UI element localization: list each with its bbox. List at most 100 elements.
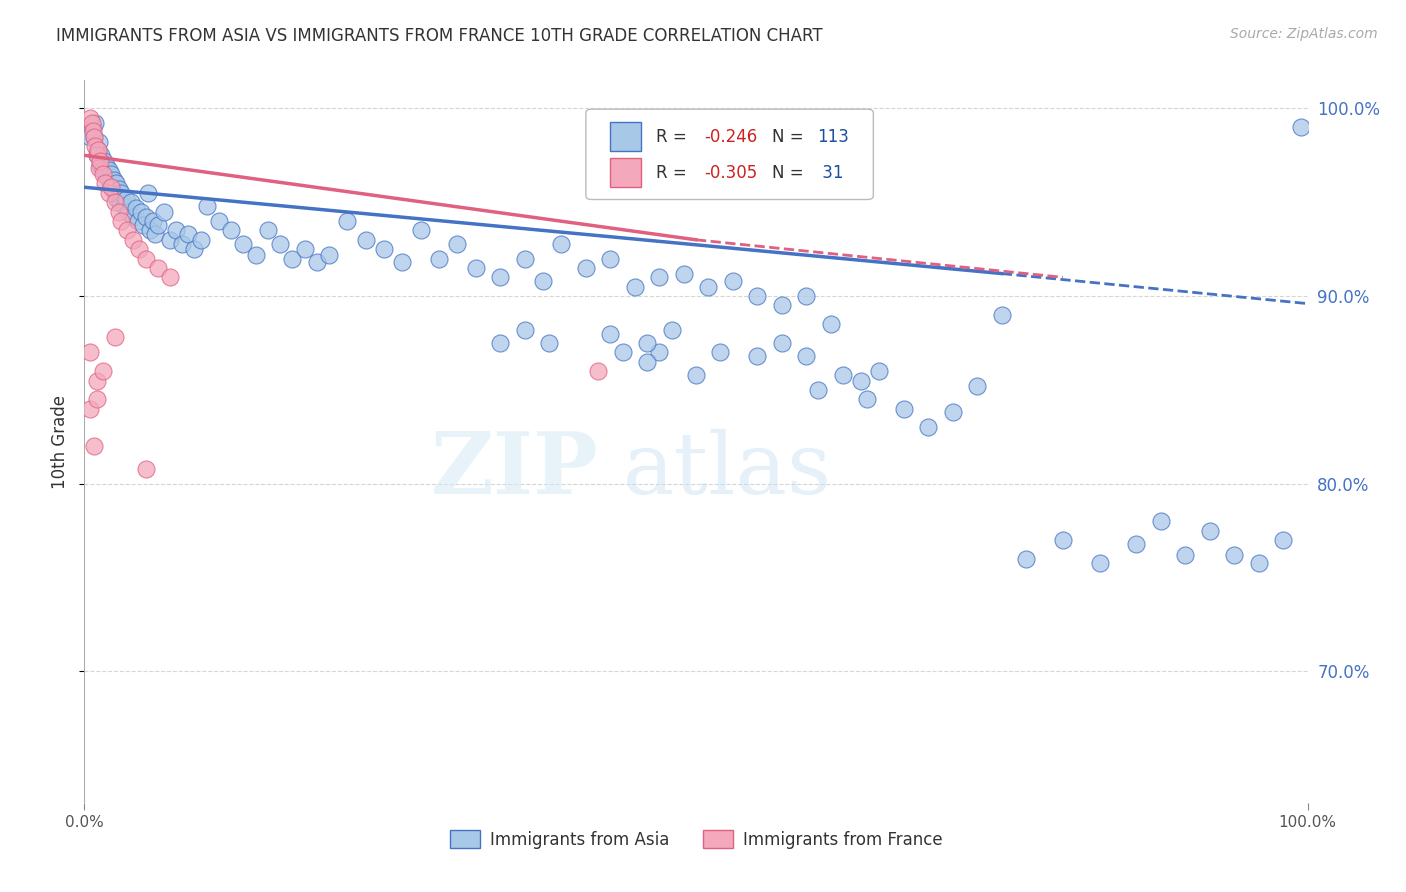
Point (305, 255, 328, 269)
Text: 113: 113 (817, 128, 849, 145)
Point (165, 223, 187, 237)
Point (1272, 533, 1295, 547)
Point (79, 401, 101, 416)
Point (856, 392, 879, 407)
Point (94, 167, 117, 181)
Point (849, 374, 872, 388)
Point (586, 364, 609, 378)
Bar (610, 158, 641, 187)
Point (82, 120, 104, 135)
Point (172, 236, 194, 251)
Legend: Immigrants from Asia, Immigrants from France: Immigrants from Asia, Immigrants from Fr… (450, 830, 942, 848)
Point (354, 233, 377, 247)
Point (869, 364, 891, 378)
Point (1291, 120, 1313, 135)
Point (1223, 548, 1246, 562)
Point (86, 374, 108, 388)
Point (136, 186, 159, 200)
Point (142, 214, 165, 228)
Point (183, 242, 205, 256)
Point (1150, 514, 1173, 528)
Point (135, 211, 157, 225)
Point (105, 177, 128, 191)
Point (489, 270, 512, 285)
Point (128, 242, 150, 256)
Point (112, 199, 135, 213)
Point (87, 143, 110, 157)
Point (991, 308, 1014, 322)
Point (125, 201, 148, 215)
FancyBboxPatch shape (586, 109, 873, 200)
Point (1247, 556, 1270, 570)
Point (1088, 556, 1111, 570)
Text: N =: N = (772, 128, 808, 145)
Point (831, 368, 853, 382)
Point (820, 318, 842, 332)
Point (489, 336, 512, 351)
Point (531, 274, 554, 288)
Point (132, 218, 155, 232)
Point (100, 180, 122, 194)
Point (685, 368, 707, 382)
Point (747, 349, 769, 363)
Point (100, 167, 122, 181)
Point (83, 129, 105, 144)
Point (1198, 524, 1220, 538)
Point (91, 364, 114, 378)
Point (83, 129, 105, 144)
Point (135, 252, 157, 266)
Point (122, 211, 145, 225)
Point (84, 116, 107, 130)
Point (794, 349, 817, 363)
Point (108, 195, 131, 210)
Point (97, 163, 120, 178)
Point (115, 223, 138, 237)
Point (624, 279, 647, 293)
Point (599, 326, 621, 341)
Point (146, 260, 169, 275)
Point (1052, 533, 1074, 547)
Point (257, 223, 280, 237)
Point (97, 186, 120, 200)
Point (966, 379, 988, 393)
Point (97, 170, 120, 185)
Point (1174, 548, 1197, 562)
Point (917, 420, 939, 434)
Point (513, 323, 536, 337)
Point (281, 252, 304, 266)
Point (79, 129, 101, 144)
Point (103, 173, 125, 187)
Point (942, 405, 965, 419)
Point (120, 195, 142, 210)
Text: -0.246: -0.246 (704, 128, 758, 145)
Point (190, 233, 212, 247)
Point (90, 148, 112, 162)
Point (538, 336, 561, 351)
Point (575, 260, 598, 275)
Point (79, 111, 101, 125)
Point (721, 274, 744, 288)
Point (107, 204, 129, 219)
Point (177, 227, 200, 242)
Point (770, 336, 793, 351)
Point (122, 233, 145, 247)
Point (98, 177, 121, 191)
Point (87, 161, 110, 176)
Text: R =: R = (655, 164, 692, 182)
Point (219, 223, 242, 237)
Bar (610, 122, 641, 151)
Point (661, 323, 683, 337)
Text: 31: 31 (817, 164, 844, 182)
Point (318, 248, 340, 262)
Point (269, 236, 291, 251)
Text: atlas: atlas (623, 429, 832, 512)
Point (96, 158, 118, 172)
Point (747, 289, 769, 303)
Point (208, 214, 231, 228)
Point (513, 252, 536, 266)
Text: N =: N = (772, 164, 808, 182)
Point (770, 298, 793, 312)
Point (636, 355, 658, 369)
Point (794, 289, 817, 303)
Point (127, 214, 149, 228)
